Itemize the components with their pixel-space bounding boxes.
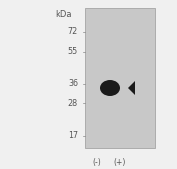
Text: 28: 28 <box>68 99 78 107</box>
Text: (+): (+) <box>114 158 126 167</box>
Text: 36: 36 <box>68 79 78 89</box>
Text: (-): (-) <box>93 158 101 167</box>
Text: 17: 17 <box>68 131 78 140</box>
Text: 72: 72 <box>68 28 78 37</box>
Text: kDa: kDa <box>56 10 72 19</box>
Bar <box>85 8 155 148</box>
Polygon shape <box>128 81 135 95</box>
Text: 55: 55 <box>68 47 78 56</box>
Ellipse shape <box>100 80 120 96</box>
